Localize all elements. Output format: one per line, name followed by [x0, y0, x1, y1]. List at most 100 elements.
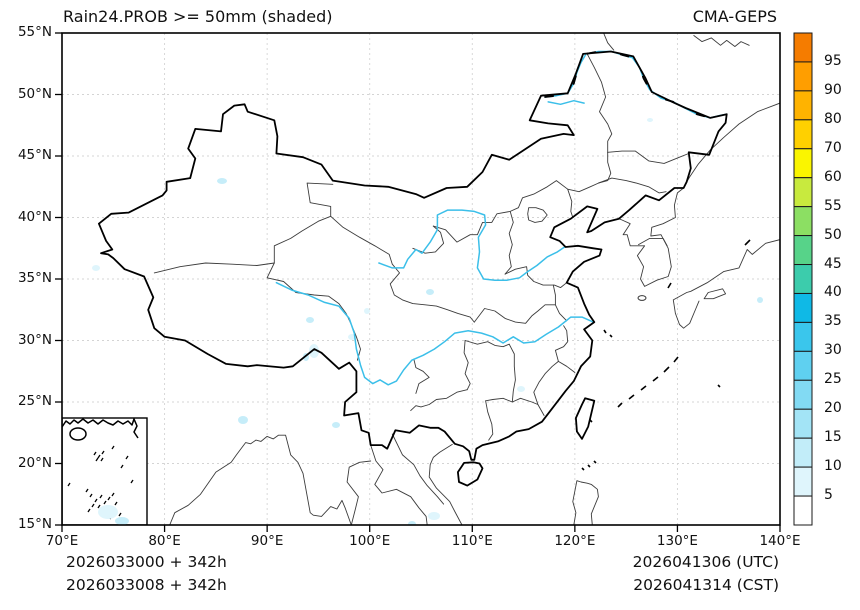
small-island-mark: [717, 384, 721, 388]
small-island-mark: [589, 419, 593, 423]
colorbar-segment: [793, 90, 813, 121]
province-boundary: [504, 266, 568, 289]
probability-shading-patch: [647, 118, 653, 122]
x-tick-label: 90°E: [250, 533, 284, 549]
inset-island-mark: [120, 464, 124, 469]
inset-island-mark: [100, 457, 104, 462]
inset-island-mark: [95, 457, 99, 462]
footer-valid-times: 2026041306 (UTC) 2026041314 (CST): [633, 551, 779, 597]
province-boundary: [153, 182, 334, 274]
colorbar-tick-label: 25: [824, 371, 842, 388]
inset-hainan: [69, 427, 87, 441]
colorbar-segment: [793, 206, 813, 237]
province-boundary: [552, 284, 568, 322]
foreign-coastline: [391, 433, 445, 505]
probability-shading-patch: [238, 416, 248, 424]
x-tick-label: 80°E: [148, 533, 181, 549]
hainan-coastline: [457, 461, 484, 487]
province-boundary: [413, 358, 430, 394]
colorbar-segment: [793, 495, 813, 526]
inset-island-mark: [97, 504, 101, 509]
inset-island-mark: [101, 450, 105, 455]
river: [547, 99, 585, 106]
colorbar-segment: [793, 119, 813, 150]
probability-shading-patch: [92, 265, 100, 271]
foreign-coastline: [672, 239, 780, 329]
y-tick-label: 35°N: [17, 270, 52, 286]
inset-island-mark: [85, 488, 89, 493]
small-island-mark: [603, 329, 607, 334]
probability-shading-patch: [309, 344, 319, 358]
province-boundary: [607, 150, 690, 164]
foreign-coastline: [370, 444, 428, 525]
small-island-mark: [744, 239, 751, 246]
colorbar-tick-label: 35: [824, 313, 842, 330]
foreign-coastline: [684, 102, 780, 186]
foreign-coastline: [703, 288, 727, 300]
colorbar-tick-label: 15: [824, 429, 842, 446]
inset-coastline: [62, 418, 139, 439]
colorbar-segment: [793, 466, 813, 497]
colorbar-segment: [793, 148, 813, 179]
colorbar: [793, 32, 813, 526]
inset-island-mark: [89, 493, 93, 498]
small-island-mark: [628, 394, 635, 400]
colorbar-segment: [793, 292, 813, 323]
small-island-mark: [593, 460, 597, 464]
y-tick-label: 25°N: [17, 393, 52, 409]
province-boundary: [412, 225, 445, 254]
colorbar-segment: [793, 379, 813, 410]
plot-title: Rain24.PROB >= 50mm (shaded): [63, 7, 333, 26]
colorbar-segment: [793, 321, 813, 352]
small-island-mark: [652, 376, 659, 382]
colorbar-segment: [793, 177, 813, 208]
inset-shading-patch: [98, 505, 118, 519]
y-tick-label: 30°N: [17, 331, 52, 348]
colorbar-tick-label: 60: [824, 168, 842, 185]
river: [378, 209, 566, 281]
y-tick-label: 40°N: [17, 208, 52, 225]
inset-island-mark: [91, 503, 95, 508]
province-boundary: [504, 210, 514, 275]
amur-border-dashes: [544, 50, 728, 119]
colorbar-segment: [793, 32, 813, 63]
inset-island-mark: [111, 492, 115, 497]
inset-island-mark: [94, 498, 98, 503]
small-island-mark: [617, 402, 623, 408]
small-island-mark: [581, 467, 585, 471]
inset-island-mark: [87, 508, 91, 513]
y-tick-label: 45°N: [17, 147, 52, 163]
province-boundary: [463, 340, 471, 391]
foreign-coastline: [346, 460, 372, 525]
colorbar-segment: [793, 235, 813, 266]
x-tick-label: 110°E: [451, 533, 493, 549]
province-boundary: [527, 207, 548, 223]
province-boundary: [485, 400, 494, 441]
taiwan-coastline: [575, 397, 596, 440]
probability-shading-patch: [408, 521, 416, 525]
x-tick-label: 120°E: [554, 533, 596, 549]
province-boundary: [485, 397, 513, 403]
colorbar-tick-label: 80: [824, 110, 842, 127]
valid-time-utc: 2026041306 (UTC): [632, 553, 779, 571]
inset-island-mark: [93, 451, 97, 456]
y-tick-label: 15°N: [17, 516, 52, 532]
probability-shading-patch: [757, 297, 763, 303]
colorbar-tick-label: 10: [824, 458, 842, 475]
province-boundary: [508, 343, 516, 403]
inset-island-mark: [114, 501, 118, 506]
run-time-cst: 2026033008 + 342h: [66, 576, 227, 594]
foreign-coastline: [603, 33, 615, 51]
small-island-mark: [640, 385, 647, 391]
province-boundary: [410, 389, 468, 412]
province-boundary: [586, 53, 613, 153]
province-boundary: [464, 340, 510, 348]
colorbar-segment: [793, 437, 813, 468]
probability-shading-patch: [426, 289, 434, 295]
inset-shading-patch: [115, 517, 129, 525]
colorbar-tick-label: 30: [824, 342, 842, 359]
model-label: CMA-GEPS: [692, 7, 777, 26]
luzon-coastline: [572, 480, 599, 525]
